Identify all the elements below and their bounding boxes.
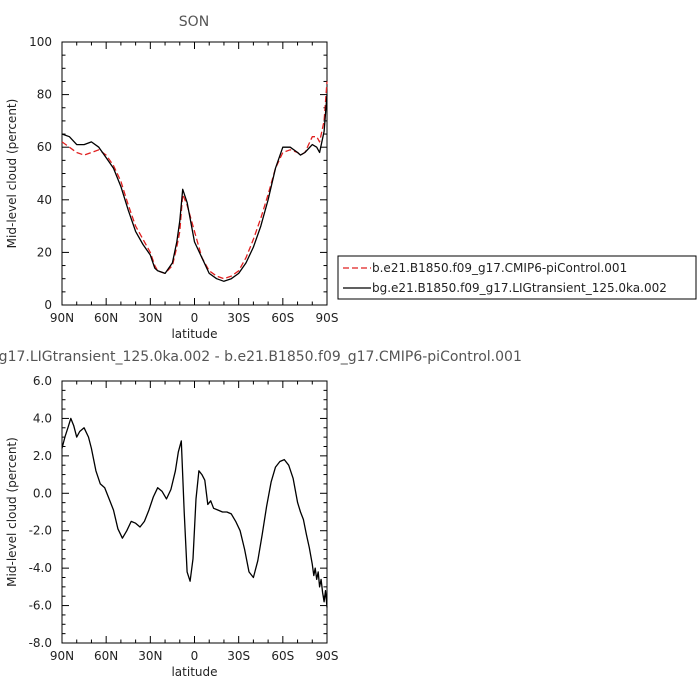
y-tick-label: 100	[29, 35, 52, 49]
series-line-1	[61, 81, 328, 280]
legend-label-2: bg.e21.B1850.f09_g17.LIGtransient_125.0k…	[372, 281, 667, 295]
y-tick-label: 20	[37, 245, 52, 259]
y-axis-label: Mid-level cloud (percent)	[5, 99, 19, 249]
x-tick-label: 60N	[94, 649, 118, 663]
x-tick-label: 0	[191, 311, 199, 325]
x-axis-label: latitude	[171, 665, 217, 679]
y-tick-label: -8.0	[29, 636, 52, 650]
y-tick-label: -6.0	[29, 599, 52, 613]
y-tick-label: 80	[37, 88, 52, 102]
x-tick-label: 60N	[94, 311, 118, 325]
x-tick-label: 90N	[50, 649, 74, 663]
x-axis-label: latitude	[171, 327, 217, 341]
x-tick-label: 30S	[227, 649, 250, 663]
x-tick-label: 90S	[316, 649, 339, 663]
legend-box	[337, 255, 697, 300]
x-tick-label: 90N	[50, 311, 74, 325]
series-line-2	[61, 94, 328, 282]
series-line-1	[61, 417, 328, 608]
y-tick-label: 6.0	[33, 374, 52, 388]
y-tick-label: -4.0	[29, 561, 52, 575]
x-tick-label: 90S	[316, 311, 339, 325]
y-tick-label: 4.0	[33, 411, 52, 425]
y-tick-label: 0.0	[33, 486, 52, 500]
x-tick-label: 30S	[227, 311, 250, 325]
x-tick-label: 60S	[271, 311, 294, 325]
x-tick-label: 0	[191, 649, 199, 663]
legend-label-1: b.e21.B1850.f09_g17.CMIP6-piControl.001	[372, 261, 627, 275]
y-tick-label: -2.0	[29, 524, 52, 538]
y-tick-label: 2.0	[33, 449, 52, 463]
y-tick-label: 0	[44, 298, 52, 312]
y-axis-label: Mid-level cloud (percent)	[5, 437, 19, 587]
panel-1-title: SON	[179, 14, 209, 30]
panel-2-frame	[61, 380, 328, 644]
panel-1-frame	[61, 41, 328, 306]
panel-2-title: bg.e21.B1850.f09_g17.LIGtransient_125.0k…	[0, 349, 522, 365]
x-tick-label: 30N	[138, 649, 162, 663]
x-tick-label: 30N	[138, 311, 162, 325]
x-tick-label: 60S	[271, 649, 294, 663]
y-tick-label: 60	[37, 140, 52, 154]
y-tick-label: 40	[37, 193, 52, 207]
